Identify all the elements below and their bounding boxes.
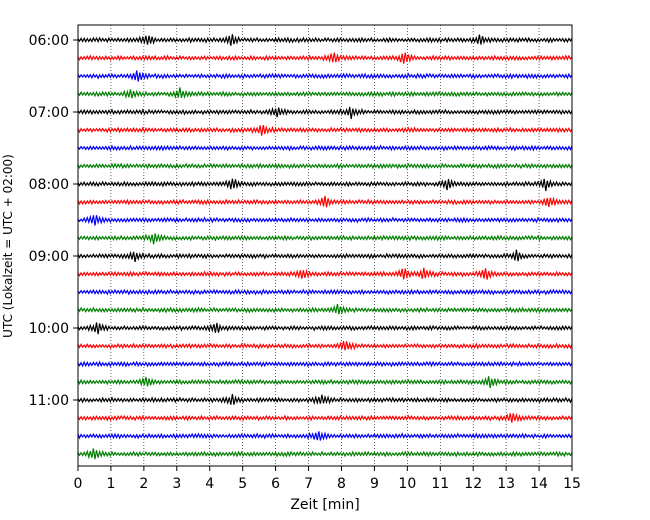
y-tick-label: 06:00 [29, 33, 69, 49]
x-tick-label: 0 [74, 476, 83, 492]
y-tick-label: 11:00 [29, 393, 69, 409]
trace-0730 [77, 144, 573, 152]
trace-0745 [77, 162, 573, 170]
trace-1100 [77, 394, 573, 406]
trace-0615 [77, 52, 573, 64]
x-axis-ticks: 0 1 2 3 4 5 6 7 8 9 10 11 12 13 14 15 [74, 466, 581, 492]
trace-0845 [77, 233, 573, 245]
y-tick-label: 10:00 [29, 321, 69, 337]
seismic-traces [77, 34, 573, 460]
x-tick-label: 1 [106, 476, 115, 492]
x-tick-label: 4 [205, 476, 214, 492]
trace-1145 [77, 448, 573, 460]
trace-1000 [77, 322, 573, 335]
x-axis-label: Zeit [min] [290, 497, 359, 513]
trace-0715 [77, 124, 573, 136]
x-tick-label: 3 [172, 476, 181, 492]
x-tick-label: 2 [139, 476, 148, 492]
trace-0600 [77, 34, 573, 46]
trace-0630 [77, 70, 573, 82]
trace-0700 [77, 106, 573, 120]
x-tick-label: 8 [337, 476, 346, 492]
x-tick-label: 7 [304, 476, 313, 492]
x-tick-label: 5 [238, 476, 247, 492]
trace-1045 [77, 376, 573, 389]
y-tick-label: 07:00 [29, 105, 69, 121]
trace-0815 [77, 195, 573, 208]
y-axis-ticks: 06:00 07:00 08:00 09:00 10:00 11:00 [29, 33, 78, 409]
x-tick-label: 6 [271, 476, 280, 492]
y-tick-label: 08:00 [29, 177, 69, 193]
x-tick-label: 10 [398, 476, 416, 492]
trace-0915 [77, 267, 573, 280]
x-tick-label: 14 [530, 476, 548, 492]
trace-1115 [77, 412, 573, 423]
trace-0830 [77, 214, 573, 226]
trace-0930 [77, 288, 573, 296]
x-tick-label: 13 [497, 476, 515, 492]
trace-0900 [77, 249, 573, 263]
trace-1015 [77, 340, 573, 351]
trace-1130 [77, 431, 573, 441]
y-tick-label: 09:00 [29, 249, 69, 265]
trace-0945 [77, 303, 573, 315]
x-tick-label: 12 [464, 476, 482, 492]
trace-0645 [77, 87, 573, 100]
plot-frame [77, 24, 573, 467]
grid-lines [110, 25, 540, 466]
trace-0800 [77, 178, 573, 192]
x-tick-label: 9 [370, 476, 379, 492]
x-tick-label: 15 [563, 476, 581, 492]
trace-1030 [77, 360, 573, 368]
x-tick-label: 11 [431, 476, 449, 492]
y-axis-label: UTC (Lokalzeit = UTC + 02:00) [1, 154, 15, 338]
